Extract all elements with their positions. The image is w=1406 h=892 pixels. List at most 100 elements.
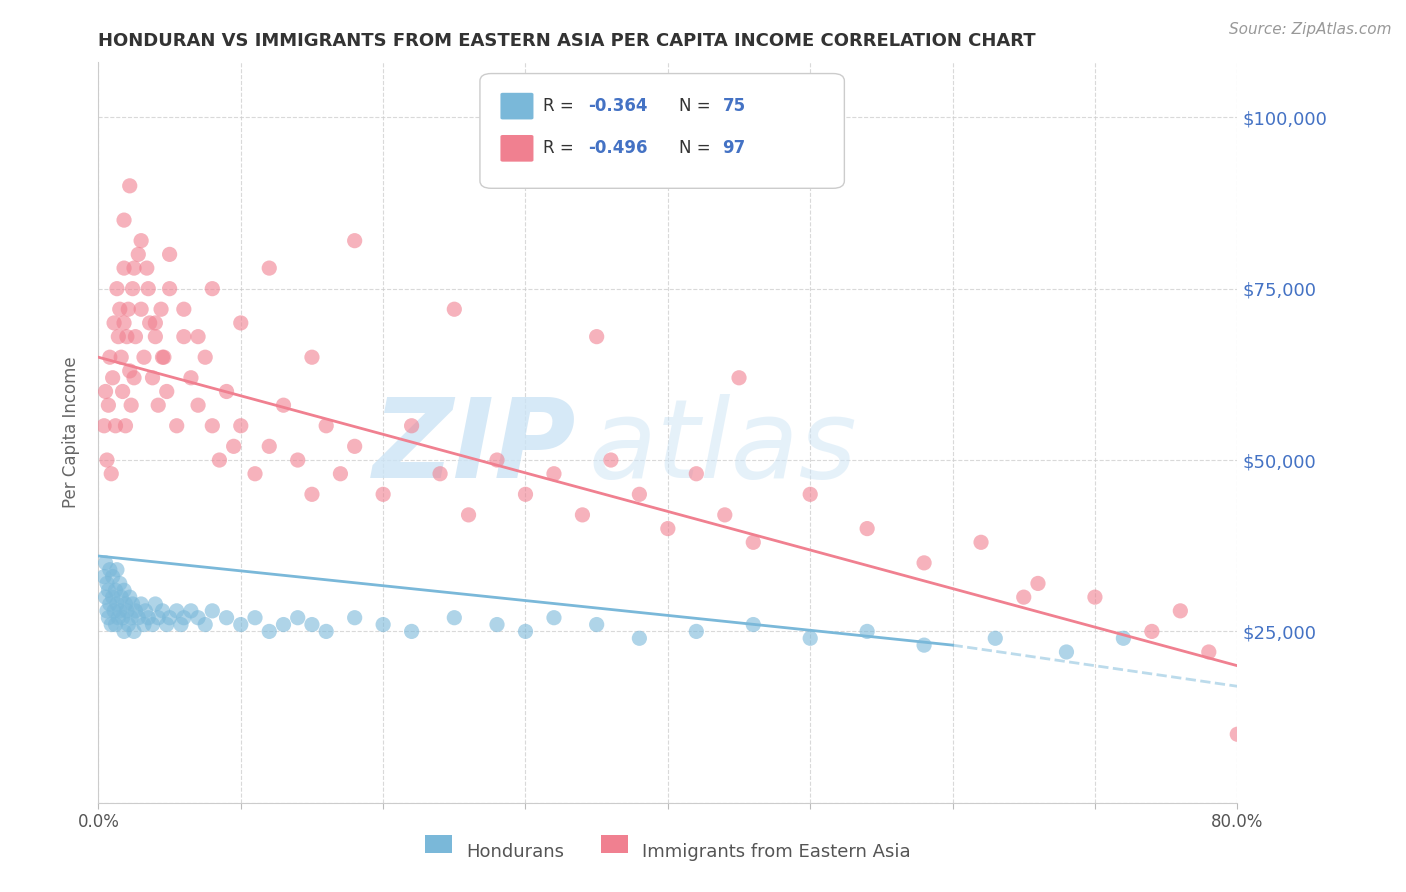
Point bbox=[118, 590, 141, 604]
Point bbox=[984, 632, 1007, 646]
Point bbox=[229, 418, 252, 433]
Point bbox=[329, 467, 352, 481]
Point bbox=[259, 624, 281, 639]
Point bbox=[121, 597, 143, 611]
Point bbox=[201, 282, 224, 296]
Point bbox=[343, 610, 366, 624]
Point bbox=[187, 610, 209, 624]
Point bbox=[1198, 645, 1220, 659]
Point bbox=[166, 418, 188, 433]
Point bbox=[129, 597, 152, 611]
Point bbox=[287, 453, 309, 467]
Point bbox=[343, 439, 366, 453]
Point bbox=[429, 467, 451, 481]
Point bbox=[145, 597, 167, 611]
Point bbox=[173, 610, 195, 624]
Point bbox=[93, 418, 115, 433]
Point bbox=[122, 371, 145, 385]
Point bbox=[98, 597, 121, 611]
Point bbox=[129, 234, 152, 248]
Point bbox=[1170, 604, 1192, 618]
Point bbox=[98, 563, 121, 577]
Text: ZIP: ZIP bbox=[373, 394, 576, 501]
Point bbox=[121, 282, 143, 296]
Point bbox=[201, 418, 224, 433]
Point bbox=[141, 617, 163, 632]
Point bbox=[117, 617, 139, 632]
FancyBboxPatch shape bbox=[501, 135, 533, 161]
Point bbox=[96, 576, 118, 591]
Point bbox=[173, 302, 195, 317]
Text: R =: R = bbox=[543, 139, 579, 157]
Point bbox=[229, 316, 252, 330]
Point bbox=[112, 213, 135, 227]
Point bbox=[301, 350, 323, 364]
Point bbox=[401, 624, 423, 639]
Point bbox=[152, 350, 174, 364]
Point bbox=[194, 350, 217, 364]
Point bbox=[152, 604, 174, 618]
Point bbox=[110, 350, 132, 364]
Point bbox=[208, 453, 231, 467]
Point bbox=[585, 329, 607, 343]
Point bbox=[515, 487, 537, 501]
Point bbox=[153, 350, 176, 364]
Text: N =: N = bbox=[679, 139, 716, 157]
Text: HONDURAN VS IMMIGRANTS FROM EASTERN ASIA PER CAPITA INCOME CORRELATION CHART: HONDURAN VS IMMIGRANTS FROM EASTERN ASIA… bbox=[98, 32, 1036, 50]
Point bbox=[180, 604, 202, 618]
Point bbox=[96, 453, 118, 467]
Point bbox=[543, 610, 565, 624]
Point bbox=[243, 610, 266, 624]
Point bbox=[912, 556, 935, 570]
Point bbox=[159, 247, 181, 261]
Point bbox=[571, 508, 593, 522]
Point bbox=[486, 617, 509, 632]
Point bbox=[222, 439, 245, 453]
Point bbox=[145, 329, 167, 343]
Point bbox=[141, 371, 163, 385]
Point bbox=[108, 604, 131, 618]
Point bbox=[122, 261, 145, 276]
Point bbox=[101, 590, 124, 604]
Point bbox=[1026, 576, 1049, 591]
Text: atlas: atlas bbox=[588, 394, 856, 501]
Point bbox=[120, 398, 142, 412]
Point bbox=[127, 247, 149, 261]
Point bbox=[112, 316, 135, 330]
Point bbox=[215, 384, 238, 399]
Point bbox=[1140, 624, 1163, 639]
Point bbox=[124, 604, 146, 618]
Point bbox=[685, 624, 707, 639]
Point bbox=[104, 583, 127, 598]
Point bbox=[714, 508, 737, 522]
Point bbox=[103, 604, 125, 618]
Point bbox=[315, 418, 337, 433]
Point bbox=[96, 604, 118, 618]
Point bbox=[685, 467, 707, 481]
Point bbox=[215, 610, 238, 624]
Point bbox=[856, 624, 879, 639]
Point bbox=[94, 384, 117, 399]
Point bbox=[136, 282, 159, 296]
Point bbox=[166, 604, 188, 618]
Text: -0.496: -0.496 bbox=[588, 139, 648, 157]
Point bbox=[657, 522, 679, 536]
Point bbox=[742, 535, 765, 549]
Point bbox=[600, 453, 623, 467]
Point bbox=[373, 487, 395, 501]
Point bbox=[114, 597, 136, 611]
Point bbox=[101, 371, 124, 385]
Point bbox=[148, 610, 170, 624]
Point bbox=[315, 624, 337, 639]
Point bbox=[156, 617, 179, 632]
Point bbox=[97, 583, 120, 598]
Point bbox=[124, 329, 146, 343]
Point bbox=[273, 398, 295, 412]
Point bbox=[443, 610, 465, 624]
Legend: Hondurans, Immigrants from Eastern Asia: Hondurans, Immigrants from Eastern Asia bbox=[418, 834, 918, 868]
Point bbox=[799, 632, 821, 646]
Point bbox=[132, 617, 155, 632]
Point bbox=[93, 569, 115, 583]
Point bbox=[100, 467, 122, 481]
Point bbox=[105, 563, 128, 577]
